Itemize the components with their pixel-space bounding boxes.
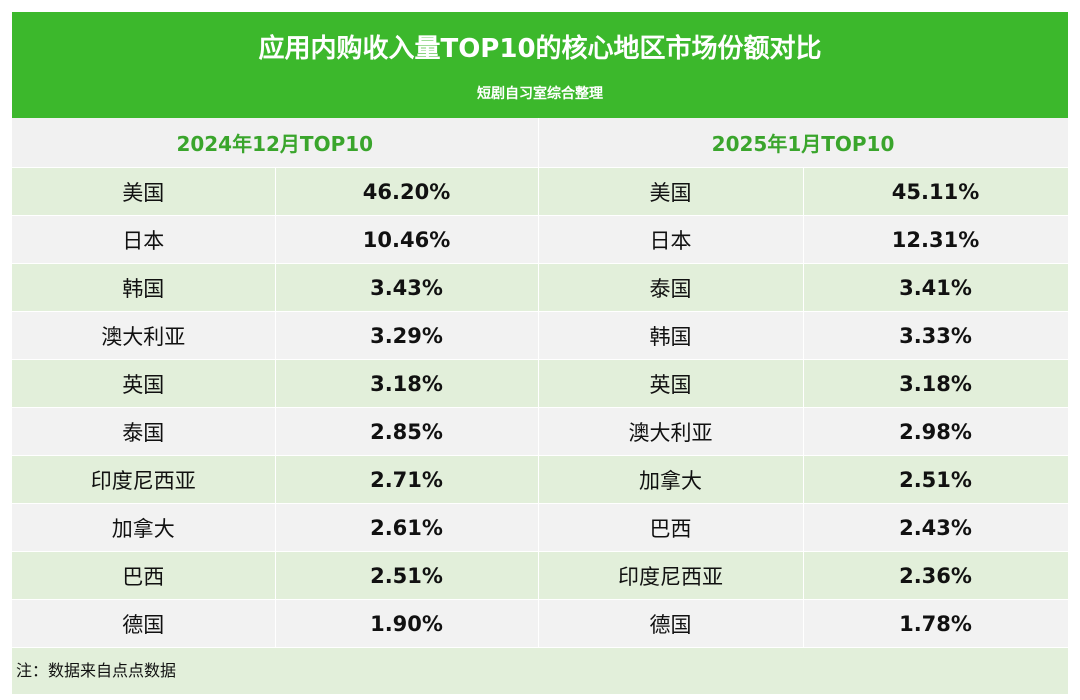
share-cell: 46.20% (275, 167, 539, 216)
share-cell: 45.11% (803, 167, 1069, 216)
table-row: 德国 1.90% 德国 1.78% (12, 599, 1069, 648)
table-row: 英国 3.18% 英国 3.18% (12, 359, 1069, 408)
share-cell: 2.43% (803, 503, 1069, 552)
region-cell: 泰国 (538, 263, 804, 312)
table-row: 美国 46.20% 美国 45.11% (12, 167, 1069, 216)
table-row: 泰国 2.85% 澳大利亚 2.98% (12, 407, 1069, 456)
share-cell: 1.78% (803, 599, 1069, 648)
share-cell: 2.61% (275, 503, 539, 552)
note: 注：数据来自点点数据 (12, 648, 1068, 694)
subtitle: 短剧自习室综合整理 (477, 86, 603, 102)
table-row: 澳大利亚 3.29% 韩国 3.33% (12, 311, 1069, 360)
region-cell: 韩国 (538, 311, 804, 360)
header-row: 2024年12月TOP10 2025年1月TOP10 (12, 118, 1069, 168)
report: 应用内购收入量TOP10的核心地区市场份额对比 短剧自习室综合整理 2024年1… (12, 12, 1069, 694)
table-row: 日本 10.46% 日本 12.31% (12, 215, 1069, 264)
title: 应用内购收入量TOP10的核心地区市场份额对比 (258, 34, 822, 64)
region-cell: 德国 (12, 599, 276, 648)
share-cell: 2.51% (803, 455, 1069, 504)
share-cell: 2.98% (803, 407, 1069, 456)
share-cell: 10.46% (275, 215, 539, 264)
region-cell: 印度尼西亚 (12, 455, 276, 504)
share-cell: 2.85% (275, 407, 539, 456)
region-cell: 英国 (12, 359, 276, 408)
region-cell: 巴西 (538, 503, 804, 552)
share-cell: 3.33% (803, 311, 1069, 360)
share-cell: 3.43% (275, 263, 539, 312)
table-row: 巴西 2.51% 印度尼西亚 2.36% (12, 551, 1069, 600)
region-cell: 澳大利亚 (12, 311, 276, 360)
region-cell: 泰国 (12, 407, 276, 456)
share-cell: 2.36% (803, 551, 1069, 600)
region-cell: 美国 (12, 167, 276, 216)
share-cell: 3.29% (275, 311, 539, 360)
share-cell: 3.41% (803, 263, 1069, 312)
region-cell: 印度尼西亚 (538, 551, 804, 600)
table: 2024年12月TOP10 2025年1月TOP10 美国 46.20% 美国 45.… (12, 118, 1069, 648)
region-cell: 加拿大 (12, 503, 276, 552)
share-cell: 3.18% (803, 359, 1069, 408)
share-cell: 1.90% (275, 599, 539, 648)
share-cell: 3.18% (275, 359, 539, 408)
region-cell: 加拿大 (538, 455, 804, 504)
region-cell: 日本 (12, 215, 276, 264)
column-header: 2025年1月TOP10 (538, 118, 1069, 168)
table-row: 加拿大 2.61% 巴西 2.43% (12, 503, 1069, 552)
region-cell: 韩国 (12, 263, 276, 312)
table-row: 印度尼西亚 2.71% 加拿大 2.51% (12, 455, 1069, 504)
region-cell: 英国 (538, 359, 804, 408)
region-cell: 美国 (538, 167, 804, 216)
share-cell: 12.31% (803, 215, 1069, 264)
share-cell: 2.71% (275, 455, 539, 504)
share-cell: 2.51% (275, 551, 539, 600)
table-body: 2024年12月TOP10 2025年1月TOP10 美国 46.20% 美国 45.… (12, 118, 1069, 648)
region-cell: 巴西 (12, 551, 276, 600)
region-cell: 德国 (538, 599, 804, 648)
header: 应用内购收入量TOP10的核心地区市场份额对比 短剧自习室综合整理 (12, 12, 1068, 118)
table-row: 韩国 3.43% 泰国 3.41% (12, 263, 1069, 312)
region-cell: 澳大利亚 (538, 407, 804, 456)
column-header: 2024年12月TOP10 (12, 118, 539, 168)
region-cell: 日本 (538, 215, 804, 264)
